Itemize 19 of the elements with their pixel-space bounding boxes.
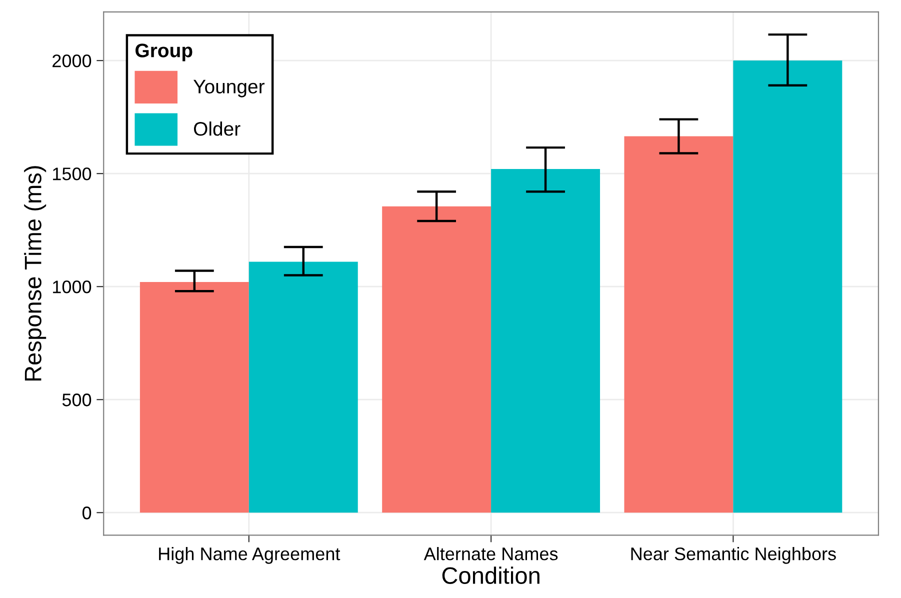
bar <box>491 169 600 513</box>
bar <box>624 136 734 513</box>
x-tick-label: High Name Agreement <box>159 547 340 564</box>
legend-label: Older <box>194 121 240 136</box>
bar <box>382 206 492 513</box>
y-tick-label: 1000 <box>53 280 92 294</box>
x-axis-title: Condition <box>442 566 540 584</box>
x-tick-label: Near Semantic Neighbors <box>631 547 836 564</box>
bar <box>733 60 842 513</box>
y-axis-title: Response Time (ms) <box>24 166 46 381</box>
y-tick-label: 500 <box>62 394 92 406</box>
y-tick-label: 2000 <box>52 54 92 68</box>
legend-title: Group <box>136 44 192 62</box>
y-tick-label: 1500 <box>53 168 92 180</box>
bar <box>248 262 358 513</box>
legend-label: Younger <box>193 80 264 98</box>
y-tick-label: 0 <box>82 506 92 520</box>
x-tick-label: Alternate Names <box>424 547 558 560</box>
bar <box>140 282 249 513</box>
